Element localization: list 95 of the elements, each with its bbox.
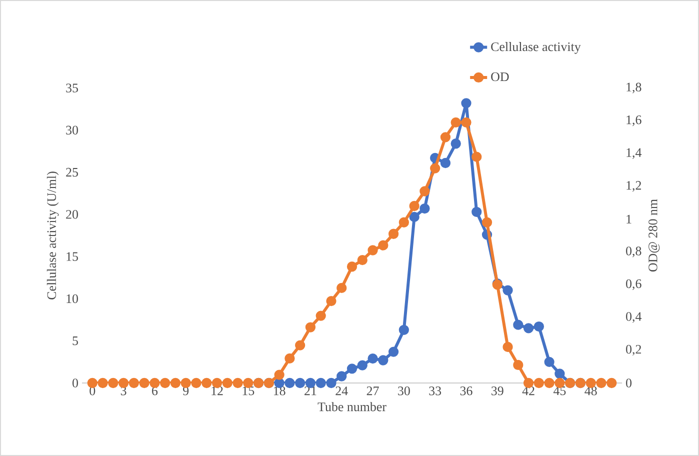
point [336,282,347,294]
point [336,371,347,382]
point [284,353,295,364]
x-axis-title: Tube number [318,402,386,412]
point [87,378,98,388]
point [274,370,284,380]
point [534,321,544,332]
y2-tick-label: 1,2 [626,181,641,192]
point [596,378,606,388]
y2-tick-label: 1,8 [626,82,642,94]
point [440,132,451,142]
point [502,285,513,296]
y-tick-label: 10 [66,294,78,304]
point [523,323,534,334]
point [160,378,170,388]
y-tick-label: 30 [66,126,78,135]
x-tick-label: 21 [304,386,316,396]
point [191,378,202,388]
y-tick-label: 15 [66,252,78,261]
y2-tick-label: 0,2 [626,344,641,356]
y2-tick-label: 0,4 [626,312,642,323]
point [472,206,482,217]
y2-tick-label: 1 [626,214,632,224]
point [232,378,243,388]
point [284,378,295,388]
point [378,355,388,366]
legend-label: OD [491,72,509,82]
point [513,320,524,330]
point [222,378,232,388]
x-tick-label: 36 [460,386,472,396]
point [316,310,326,321]
point [472,152,482,162]
point [544,378,554,388]
y-axis-title: Cellulase activity (U/ml) [46,172,59,300]
y-tick-label: 25 [66,168,78,177]
y2-tick-label: 0,6 [626,279,642,290]
point [294,378,306,388]
x-tick-label: 30 [398,386,410,396]
point [357,360,368,370]
point [554,368,565,379]
point [128,378,140,388]
y-tick-label: 0 [72,378,78,388]
point [180,378,191,388]
x-tick-label: 39 [492,386,504,396]
point [326,378,336,388]
point [461,117,472,128]
point [368,353,378,364]
point [398,324,410,335]
point [326,296,336,306]
point [316,378,326,388]
point [368,245,378,256]
point [544,356,554,368]
point [513,360,524,370]
point [346,262,358,272]
point [388,228,399,239]
y2-tick-label: 0 [626,378,632,388]
point [98,378,108,388]
point [202,378,212,388]
point [108,378,118,388]
point [150,378,160,388]
point [461,98,472,108]
y2-tick-label: 1,4 [626,148,642,159]
point [502,342,513,352]
y2-axis-title: OD@ 280 nm [648,199,660,272]
point [378,240,388,250]
y2-tick-label: 1,6 [626,115,642,126]
x-tick-label: 33 [429,386,442,396]
x-tick-label: 18 [274,386,286,396]
x-tick-label: 27 [366,386,379,396]
point [294,340,306,350]
legend-label: Cellulase activity [491,42,581,54]
point [118,378,129,388]
point [305,322,316,332]
point [420,203,430,214]
point [430,163,440,174]
point [606,378,617,388]
point [420,186,430,196]
point [398,217,410,228]
point [450,117,461,128]
point [440,158,451,168]
y-tick-label: 35 [66,84,78,92]
point [409,212,420,222]
point [357,255,368,266]
point [482,217,492,228]
point [170,378,181,388]
y2-tick-label: 0,8 [626,246,642,258]
point [388,346,399,357]
point [139,378,150,388]
point [450,138,461,149]
y-tick-label: 5 [72,336,78,346]
point [534,378,544,388]
point [409,200,420,212]
point [346,364,358,374]
x-tick-label: 24 [336,386,348,396]
y-tick-label: 20 [66,210,78,219]
